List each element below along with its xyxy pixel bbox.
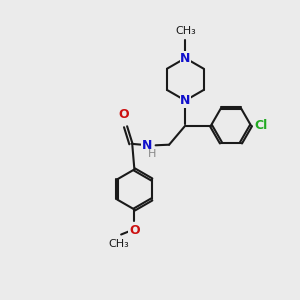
Text: O: O	[129, 224, 140, 237]
Text: N: N	[180, 94, 190, 107]
Text: CH₃: CH₃	[175, 26, 196, 36]
Text: N: N	[180, 52, 190, 64]
Text: CH₃: CH₃	[108, 239, 129, 249]
Text: O: O	[119, 108, 129, 121]
Text: Cl: Cl	[254, 119, 268, 132]
Text: H: H	[148, 148, 156, 158]
Text: N: N	[142, 139, 152, 152]
